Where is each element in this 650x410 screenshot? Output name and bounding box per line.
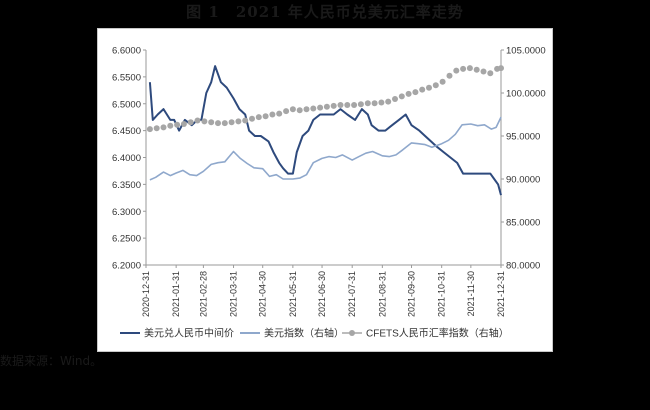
series-3-point (460, 65, 467, 72)
left-tick-label: 6.3500 (112, 180, 141, 191)
series-3-point (466, 65, 473, 72)
left-tick-label: 6.2500 (112, 234, 141, 245)
x-tick-label: 2021-05-31 (288, 271, 298, 317)
series-3-point (167, 122, 174, 129)
series-3-point (385, 98, 392, 105)
legend-item-2: 美元指数（右轴） (240, 327, 344, 340)
left-tick-label: 6.5500 (112, 72, 141, 83)
series-3-point (228, 119, 235, 126)
series-3-point (351, 102, 358, 108)
series-3-point (323, 103, 330, 110)
x-tick-label: 2021-12-31 (496, 271, 506, 317)
series-3-point (453, 67, 460, 74)
x-tick-label: 2021-09-30 (407, 271, 417, 317)
series-3-point (283, 108, 290, 115)
series-3-point (235, 118, 242, 125)
series-3-point (498, 65, 504, 72)
series-2-line (149, 116, 502, 181)
legend-swatch-dot (349, 330, 355, 336)
right-tick-label: 80.0000 (506, 261, 540, 272)
series-3-point (201, 118, 208, 125)
series-3-point (419, 86, 426, 93)
x-tick-label: 2021-11-30 (466, 271, 476, 316)
series-3-point (242, 117, 249, 124)
series-3-point (296, 107, 303, 114)
x-tick-label: 2021-10-31 (437, 271, 447, 317)
series-3-point (317, 104, 324, 111)
x-tick-label: 2021-03-31 (229, 271, 239, 317)
series-1 (148, 65, 502, 196)
series-3-point (344, 102, 351, 108)
left-tick-label: 6.4000 (112, 153, 141, 164)
series-3-point (364, 100, 371, 107)
line-chart: 6.2000 6.2500 6.3000 6.3500 6.4000 6.4500 6.50… (112, 46, 546, 340)
left-tick-label: 6.2000 (112, 261, 141, 272)
series-3-point (357, 101, 364, 108)
series-3-point (432, 82, 439, 89)
series-3-point (330, 102, 337, 109)
series-3-point (337, 102, 344, 108)
left-tick-label: 6.4500 (112, 126, 141, 137)
series-3-point (269, 111, 276, 118)
series-3-point (412, 89, 419, 96)
series-3-point (208, 119, 215, 126)
legend-item-1: 美元兑人民币中间价 (120, 327, 234, 340)
series-3-point (405, 90, 412, 97)
right-tick-label: 105.0000 (506, 46, 546, 57)
legend-item-3: CFETS人民币汇率指数（右轴） (342, 327, 509, 340)
series-2 (149, 116, 502, 181)
series-3 (146, 65, 504, 133)
legend-label: 美元兑人民币中间价 (144, 327, 234, 340)
series-3-point (426, 84, 432, 91)
x-tick-label: 2021-07-31 (347, 271, 357, 317)
series-3-point (160, 124, 167, 131)
series-3-point (187, 119, 194, 126)
series-3-point (174, 121, 181, 128)
x-tick-label: 2021-04-30 (258, 271, 268, 317)
series-3-point (146, 126, 153, 133)
series-3-point (180, 121, 187, 127)
series-3-point (446, 72, 453, 79)
right-tick-label: 95.0000 (506, 132, 540, 143)
series-3-point (398, 93, 405, 100)
legend-label: 美元指数（右轴） (264, 327, 344, 340)
series-3-point (153, 125, 160, 132)
source-note: 数据来源：Wind。 (0, 354, 103, 368)
figure-title: 图 1 2021 年人民币兑美元汇率走势 (186, 3, 464, 21)
series-3-point (249, 115, 255, 122)
series-3-point (262, 113, 269, 120)
series-3-point (276, 110, 283, 117)
series-3-point (194, 117, 201, 124)
series-3-point (392, 96, 398, 102)
series-1-line (148, 65, 502, 196)
series-3-point (378, 99, 385, 106)
x-tick-label: 2021-06-30 (317, 271, 327, 317)
right-tick-label: 100.0000 (506, 89, 546, 100)
x-tick-label: 2021-01-31 (171, 271, 181, 317)
right-tick-label: 85.0000 (506, 218, 540, 229)
x-tick-label: 2021-02-28 (198, 271, 208, 317)
x-tick-label: 2020-12-31 (141, 271, 151, 317)
series-3-point (215, 120, 221, 127)
left-tick-label: 6.3000 (112, 207, 141, 218)
series-3-point (289, 106, 296, 113)
x-tick-label: 2021-08-31 (377, 271, 387, 317)
series-3-point (487, 70, 494, 77)
series-3-point (371, 100, 378, 107)
chart-panel: 6.2000 6.2500 6.3000 6.3500 6.4000 6.4500 6.50… (97, 28, 553, 352)
series-3-point (255, 114, 262, 121)
series-3-point (473, 66, 480, 73)
series-3-point (439, 78, 446, 85)
legend-label: CFETS人民币汇率指数（右轴） (366, 327, 509, 340)
series-3-point (480, 68, 487, 75)
left-tick-label: 6.5000 (112, 99, 141, 110)
series-3-point (310, 105, 317, 112)
series-3-point (303, 106, 310, 113)
series-3-point (221, 120, 228, 127)
left-tick-label: 6.6000 (112, 46, 141, 57)
right-tick-label: 90.0000 (506, 175, 540, 186)
